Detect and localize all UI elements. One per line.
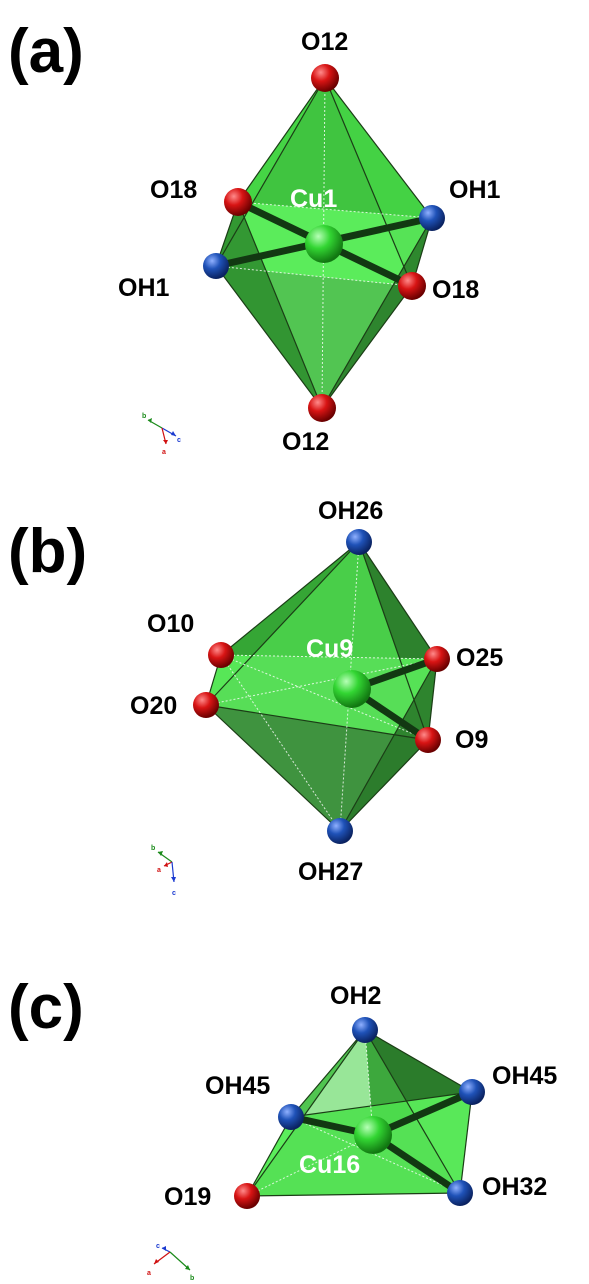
panel-a-label-o18-right: O18: [432, 276, 479, 304]
panel-b-atom-oh27: [327, 818, 353, 844]
panel-c-atom-oh45-right: [459, 1079, 485, 1105]
panel-b-label-o25: O25: [456, 644, 503, 672]
panel-b-axis-triad: b a c: [151, 845, 176, 897]
panel-a-atom-oh1-left: [203, 253, 229, 279]
panel-c-label-oh45-left: OH45: [205, 1072, 270, 1100]
panel-c: (c) Cu16 OH2 OH45: [8, 973, 557, 1282]
panel-b-polyhedron: [205, 541, 438, 832]
panel-c-axis-c: c: [156, 1243, 160, 1250]
panel-b-label-oh26: OH26: [318, 497, 383, 525]
panel-b-label: (b): [8, 517, 87, 586]
panel-b-atom-o9: [415, 727, 441, 753]
panel-c-cu-label: Cu16: [299, 1151, 360, 1179]
panel-a-label-oh1-left: OH1: [118, 274, 170, 302]
panel-a-atom-o12-bottom: [308, 394, 336, 422]
panel-c-axis-triad: c a b: [147, 1243, 194, 1282]
panel-a-axis-b: b: [142, 413, 146, 420]
panel-b: (b): [8, 497, 503, 897]
panel-a-label-o18-left: O18: [150, 176, 197, 204]
panel-c-label-oh45-right: OH45: [492, 1062, 557, 1090]
panel-a-atom-o18-left: [224, 188, 252, 216]
panel-c-atom-oh32: [447, 1180, 473, 1206]
panel-c-atom-oh2: [352, 1017, 378, 1043]
panel-c-atom-cu16: [354, 1116, 392, 1154]
panel-b-axis-c: c: [172, 890, 176, 897]
panel-b-atom-oh26: [346, 529, 372, 555]
panel-c-label-oh32: OH32: [482, 1173, 547, 1201]
panel-a-cu-label: Cu1: [290, 185, 337, 213]
panel-a-atom-o18-right: [398, 272, 426, 300]
panel-a-axis-c: c: [177, 437, 181, 444]
panel-a-label-o12-bottom: O12: [282, 428, 329, 456]
panel-b-label-o20: O20: [130, 692, 177, 720]
panel-b-axis-a: a: [157, 867, 161, 874]
panel-b-atom-o10: [208, 642, 234, 668]
panel-a-atom-oh1-right: [419, 205, 445, 231]
panel-a-label-oh1-right: OH1: [449, 176, 501, 204]
panel-c-axis-b: b: [190, 1275, 194, 1282]
panel-b-label-oh27: OH27: [298, 858, 363, 886]
panel-b-atom-o20: [193, 692, 219, 718]
panel-a-atom-cu1: [305, 225, 343, 263]
panel-a-axis-triad: b c a: [142, 413, 181, 456]
panel-b-axis-b: b: [151, 845, 155, 852]
panel-a-label: (a): [8, 17, 84, 86]
panel-b-atom-cu9: [333, 670, 371, 708]
panel-c-label: (c): [8, 973, 84, 1042]
panel-a: (a): [8, 17, 501, 456]
panel-c-label-oh2: OH2: [330, 982, 381, 1010]
panel-a-atom-o12-top: [311, 64, 339, 92]
panel-a-polyhedron: [215, 77, 433, 409]
panel-a-label-o12-top: O12: [301, 28, 348, 56]
panel-b-atom-o25: [424, 646, 450, 672]
panel-c-axis-a: a: [147, 1270, 151, 1277]
panel-c-atom-o19: [234, 1183, 260, 1209]
panel-b-cu-label: Cu9: [306, 635, 353, 663]
panel-c-label-o19: O19: [164, 1183, 211, 1211]
panel-c-atom-oh45-left: [278, 1104, 304, 1130]
panel-b-label-o9: O9: [455, 726, 488, 754]
panel-a-axis-a: a: [162, 449, 166, 456]
panel-b-label-o10: O10: [147, 610, 194, 638]
